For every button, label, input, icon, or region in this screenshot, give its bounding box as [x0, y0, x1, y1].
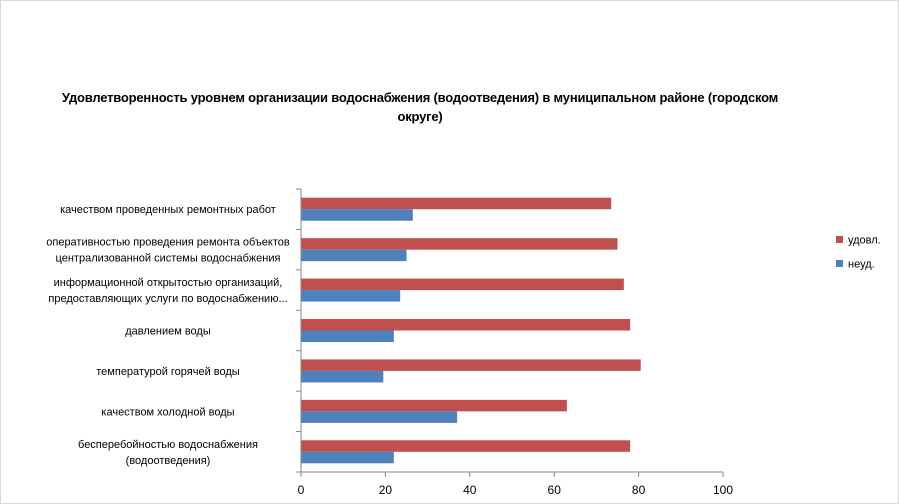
bar-unsatisfied [301, 411, 458, 423]
bar-unsatisfied [301, 209, 413, 221]
bar-satisfied [301, 238, 618, 250]
category-labels: качеством проведенных ремонтных работ опе… [46, 204, 290, 467]
legend-swatch [836, 260, 843, 267]
x-tick-label: 20 [379, 483, 393, 497]
category-label: бесперебойностью водоснабжения (водоотвед… [78, 439, 258, 467]
legend-label: неуд. [848, 259, 875, 271]
x-tick-labels: 0 20 40 60 80 100 [298, 483, 734, 497]
bar-satisfied [301, 278, 624, 291]
category-label: оперативностью проведения ремонта объект… [46, 237, 290, 265]
chart-title: Удовлетворенность уровнем организации во… [61, 90, 779, 124]
bar-satisfied [301, 440, 631, 452]
axes [296, 188, 724, 477]
x-tick-label: 80 [632, 483, 646, 497]
bar-satisfied [301, 197, 612, 210]
x-tick-label: 0 [298, 483, 305, 497]
bar-satisfied [301, 359, 641, 371]
category-label: качеством холодной воды [101, 406, 234, 418]
x-tick-label: 40 [463, 483, 477, 497]
legend: удовл. неуд. [836, 235, 881, 271]
bar-unsatisfied [301, 249, 407, 262]
x-tick-label: 60 [548, 483, 562, 497]
bar-unsatisfied [301, 451, 394, 464]
category-label: давлением воды [125, 326, 211, 338]
bar-unsatisfied [301, 370, 384, 383]
bar-satisfied [301, 319, 631, 331]
bar-unsatisfied [301, 290, 401, 302]
legend-label: удовл. [848, 235, 881, 247]
bar-satisfied [301, 399, 567, 412]
bars [301, 197, 641, 464]
category-label: качеством проведенных ремонтных работ [60, 204, 276, 216]
category-label: информационной открытостью организаций, п… [48, 277, 287, 305]
legend-swatch [836, 236, 843, 243]
category-label: температурой горячей воды [96, 366, 240, 378]
x-tick-label: 100 [713, 483, 733, 497]
bar-unsatisfied [301, 330, 394, 342]
